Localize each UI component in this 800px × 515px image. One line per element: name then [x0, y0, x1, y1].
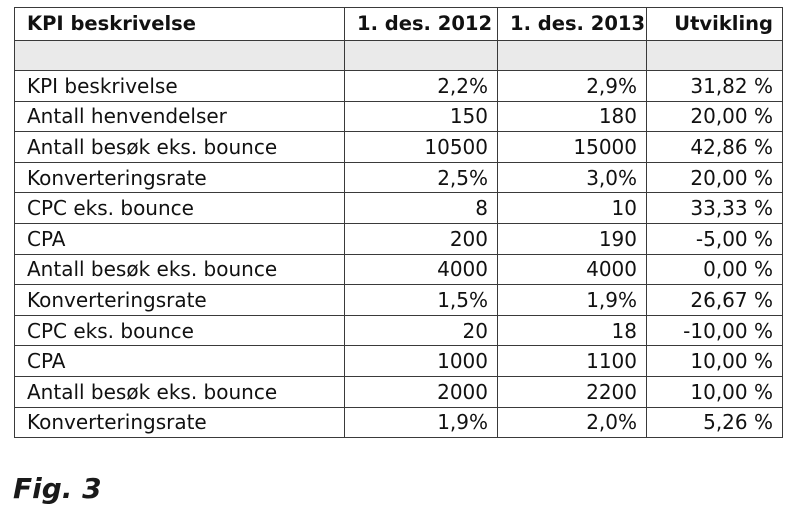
value-2012-cell: 2,2% [344, 70, 498, 102]
table-row: CPA 1000 1100 10,00 % [14, 345, 783, 377]
kpi-name-cell: Antall besøk eks. bounce [14, 375, 345, 408]
development-cell: 31,82 % [646, 70, 783, 102]
kpi-name-cell: Antall henvendelser [14, 100, 345, 133]
kpi-name-cell: Antall besøk eks. bounce [14, 253, 345, 286]
value-2012-cell: 1000 [344, 345, 498, 377]
table-row: Konverteringsrate 1,5% 1,9% 26,67 % [14, 284, 783, 316]
spacer-cell [646, 40, 783, 71]
value-2013-cell: 190 [497, 222, 647, 255]
value-2013-cell: 10 [497, 192, 647, 224]
value-2012-cell: 10500 [344, 131, 498, 163]
kpi-name-cell: Antall besøk eks. bounce [14, 131, 345, 163]
development-cell: 20,00 % [646, 100, 783, 133]
development-cell: 5,26 % [646, 406, 783, 439]
table-row: KPI beskrivelse 2,2% 2,9% 31,82 % [14, 70, 783, 102]
table-row: Antall besøk eks. bounce 4000 4000 0,00 % [14, 253, 783, 286]
development-cell: 10,00 % [646, 345, 783, 377]
table-row: CPC eks. bounce 20 18 -10,00 % [14, 314, 783, 347]
table-row: CPC eks. bounce 8 10 33,33 % [14, 192, 783, 224]
value-2012-cell: 200 [344, 222, 498, 255]
development-cell: 33,33 % [646, 192, 783, 224]
value-2013-cell: 180 [497, 100, 647, 133]
value-2012-cell: 8 [344, 192, 498, 224]
value-2013-cell: 1,9% [497, 284, 647, 316]
kpi-name-cell: CPA [14, 345, 345, 377]
development-cell: 10,00 % [646, 375, 783, 408]
value-2013-cell: 2,9% [497, 70, 647, 102]
spacer-cell [14, 40, 345, 71]
spacer-row [14, 40, 783, 71]
value-2012-cell: 4000 [344, 253, 498, 286]
kpi-name-cell: Konverteringsrate [14, 284, 345, 316]
kpi-name-cell: CPC eks. bounce [14, 314, 345, 347]
development-cell: 26,67 % [646, 284, 783, 316]
table-row: Antall henvendelser 150 180 20,00 % [14, 100, 783, 133]
value-2012-cell: 1,9% [344, 406, 498, 439]
table-row: Konverteringsrate 1,9% 2,0% 5,26 % [14, 406, 783, 439]
value-2013-cell: 18 [497, 314, 647, 347]
value-2012-cell: 150 [344, 100, 498, 133]
value-2012-cell: 20 [344, 314, 498, 347]
kpi-name-cell: CPC eks. bounce [14, 192, 345, 224]
spacer-cell [344, 40, 498, 71]
kpi-name-cell: Konverteringsrate [14, 161, 345, 194]
table-row: Antall besøk eks. bounce 10500 15000 42,86 … [14, 131, 783, 163]
kpi-table: KPI beskrivelse 1. des. 2012 1. des. 201… [14, 7, 783, 439]
development-cell: 42,86 % [646, 131, 783, 163]
table-row: Konverteringsrate 2,5% 3,0% 20,00 % [14, 161, 783, 194]
header-row: KPI beskrivelse 1. des. 2012 1. des. 201… [14, 7, 783, 41]
header-development: Utvikling [646, 7, 783, 41]
value-2012-cell: 2000 [344, 375, 498, 408]
table-row: CPA 200 190 -5,00 % [14, 222, 783, 255]
value-2013-cell: 2,0% [497, 406, 647, 439]
development-cell: -10,00 % [646, 314, 783, 347]
header-kpi-description: KPI beskrivelse [14, 7, 345, 41]
value-2012-cell: 1,5% [344, 284, 498, 316]
value-2013-cell: 4000 [497, 253, 647, 286]
value-2013-cell: 15000 [497, 131, 647, 163]
kpi-table-header: KPI beskrivelse 1. des. 2012 1. des. 201… [14, 7, 783, 41]
value-2013-cell: 3,0% [497, 161, 647, 194]
kpi-table-body: KPI beskrivelse 2,2% 2,9% 31,82 % Antall hen… [14, 40, 783, 439]
value-2013-cell: 2200 [497, 375, 647, 408]
value-2012-cell: 2,5% [344, 161, 498, 194]
development-cell: 20,00 % [646, 161, 783, 194]
development-cell: 0,00 % [646, 253, 783, 286]
kpi-name-cell: KPI beskrivelse [14, 70, 345, 102]
kpi-name-cell: Konverteringsrate [14, 406, 345, 439]
table-row: Antall besøk eks. bounce 2000 2200 10,00 % [14, 375, 783, 408]
header-date-2013: 1. des. 2013 [497, 7, 647, 41]
figure-caption: Fig. 3 [13, 472, 102, 505]
value-2013-cell: 1100 [497, 345, 647, 377]
spacer-cell [497, 40, 647, 71]
development-cell: -5,00 % [646, 222, 783, 255]
header-date-2012: 1. des. 2012 [344, 7, 498, 41]
kpi-name-cell: CPA [14, 222, 345, 255]
